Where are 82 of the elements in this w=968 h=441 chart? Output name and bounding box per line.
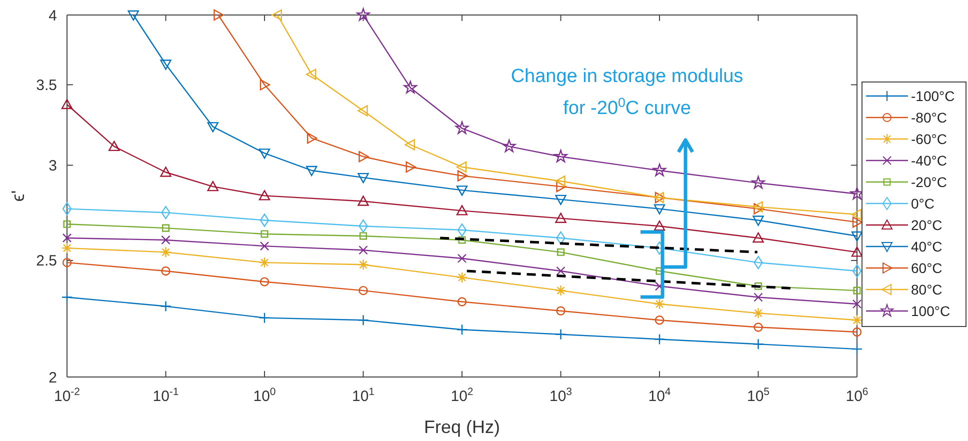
point [62,258,72,268]
y-tick-label: 4 [48,7,57,24]
y-tick-label: 3 [48,157,57,174]
point [852,264,862,278]
point [654,316,664,325]
point [62,202,72,216]
point [162,224,170,232]
point [556,248,565,256]
point [754,322,763,332]
point [63,220,71,228]
point [851,208,862,220]
legend-label: -20°C [911,174,947,190]
point [358,259,369,270]
point [260,241,270,251]
point [160,300,172,312]
point [358,151,369,162]
x-tick-label: 10$^{2}$ [450,386,474,405]
point [654,298,666,310]
point [358,246,368,255]
point [160,60,172,70]
point [358,286,368,296]
point [260,277,270,286]
point [61,242,73,254]
point [456,272,468,284]
point [457,297,467,306]
point [61,98,73,110]
legend-label: 100°C [911,302,950,319]
legend-label: 60°C [911,260,942,276]
point [258,312,270,324]
legend-label: 40°C [911,238,942,254]
y-tick-label: 3.5 [36,76,57,94]
point [851,343,863,355]
y-axis-title: ϵ' [8,190,28,202]
x-tick-label: 10$^{5}$ [746,386,770,405]
y-tick-label: 2.5 [36,252,57,270]
point [62,233,72,243]
point [852,327,862,337]
x-axis-title: Freq (Hz) [424,417,500,437]
point [851,314,863,326]
point [61,292,73,303]
point [358,314,369,326]
x-tick-label: 10$^{0}$ [253,386,276,405]
point [260,230,268,238]
point [258,256,270,268]
x-tick-label: 10$^{1}$ [352,386,375,405]
point [555,176,566,187]
legend-label: -40°C [911,152,947,168]
point [555,328,566,340]
point [456,324,468,336]
point [358,220,368,233]
legend-label: -60°C [911,130,947,147]
x-tick-label: 10$^{-2}$ [54,386,80,405]
legend-label: -100°C [911,88,955,104]
y-tick-label: 2 [48,369,57,386]
x-tick-label: 10$^{-1}$ [152,386,179,405]
x-tick-label: 10$^{3}$ [549,386,572,405]
point [555,284,566,296]
x-tick-label: 10$^{4}$ [648,386,671,405]
legend-label: -80°C [911,109,947,126]
point [754,292,763,302]
point [754,282,762,290]
annotation: Change in storage modulus for -20$^{0}$C curve [510,66,744,119]
point [161,235,170,245]
legend-label: 0°C [911,195,934,212]
point [456,161,467,173]
point [457,254,467,263]
point [752,338,764,350]
point [853,286,861,294]
point [161,266,170,276]
legend-label: 80°C [911,281,942,298]
point [556,266,566,276]
point [654,334,666,345]
point [260,214,270,227]
point [458,236,466,244]
point [752,308,764,319]
point [359,232,368,240]
point [852,299,862,309]
point [457,223,467,237]
point [556,306,566,316]
point [160,246,172,258]
legend-label: 20°C [911,216,942,233]
x-tick-label: 10$^{6}$ [846,386,868,405]
